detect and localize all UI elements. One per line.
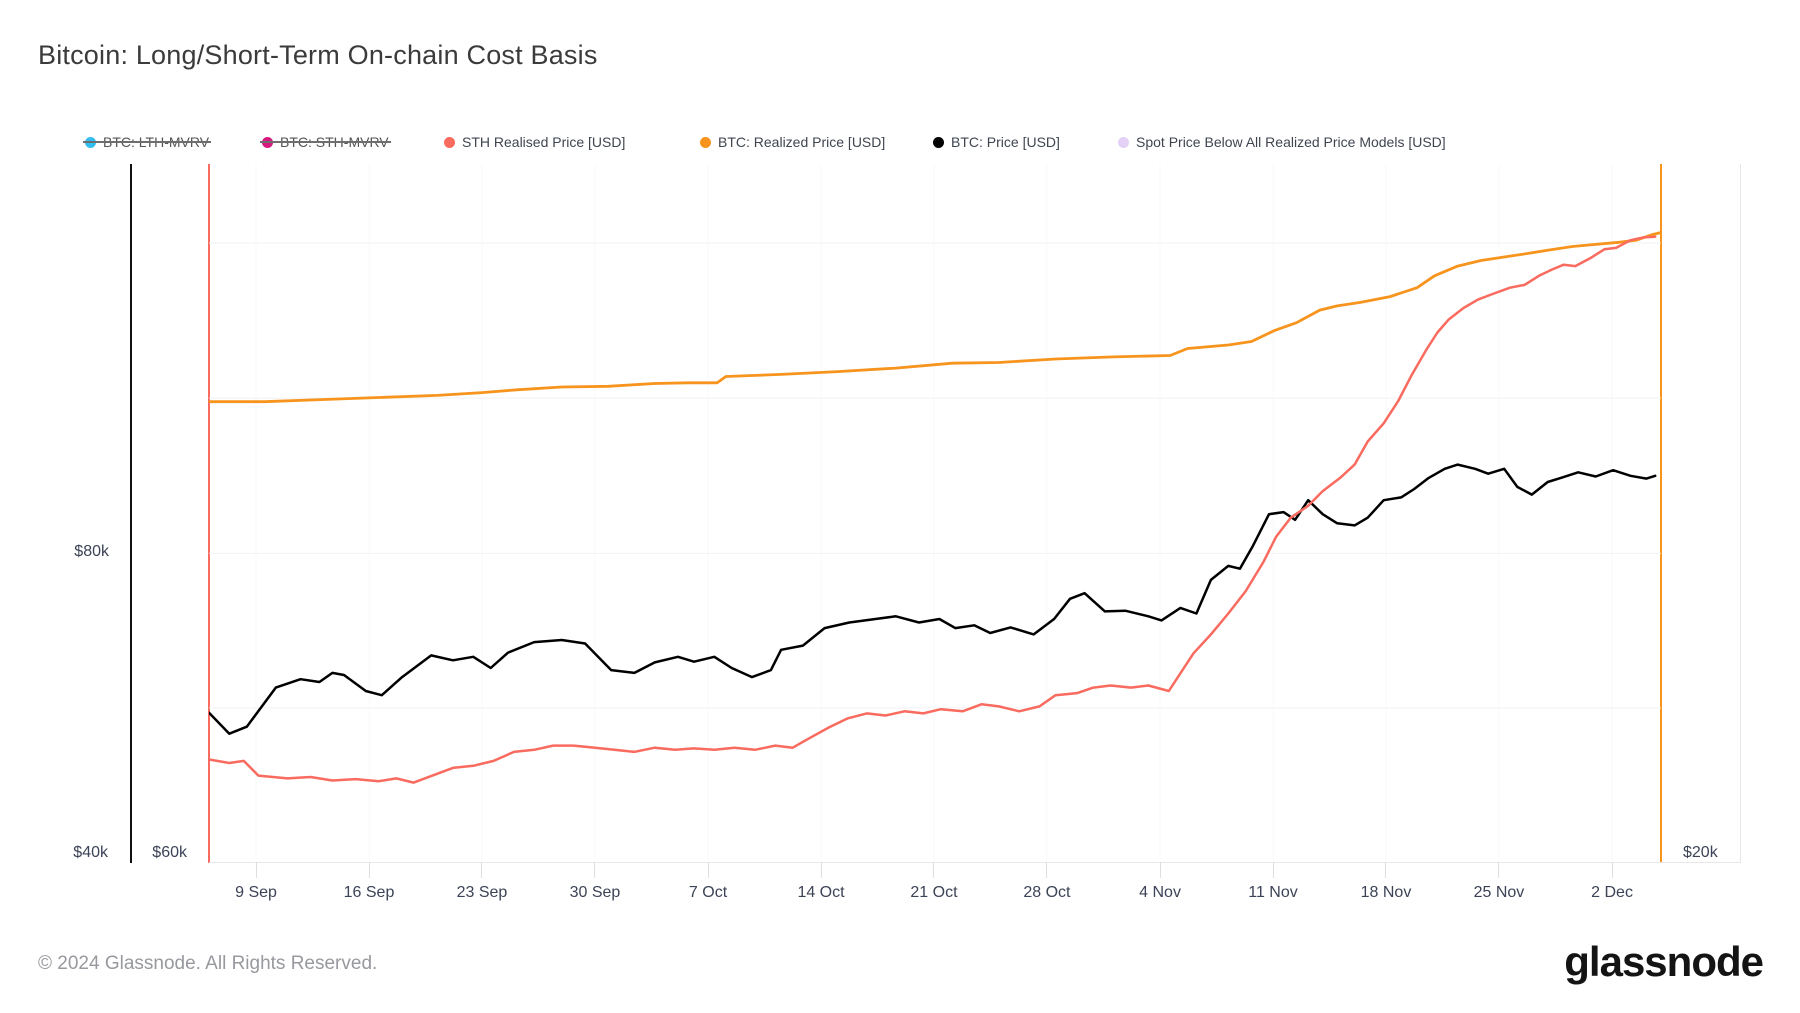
series-btc-realized-price-usd-: [207, 231, 1663, 404]
legend-label: BTC: STH-MVRV: [280, 134, 389, 150]
y-axis-line-sth-realised: [208, 164, 210, 863]
legend-item-btc-price[interactable]: BTC: Price [USD]: [933, 133, 1060, 151]
x-tick: [1046, 862, 1048, 878]
legend-item-btc-realized-price[interactable]: BTC: Realized Price [USD]: [700, 133, 885, 151]
x-tick-label: 7 Oct: [688, 884, 728, 901]
legend-item-lth-mvrv[interactable]: BTC: LTH-MVRV: [82, 133, 212, 151]
legend-dot-spot-below-models: [1118, 136, 1129, 148]
legend-label: BTC: LTH-MVRV: [103, 134, 210, 150]
x-tick-label: 4 Nov: [1139, 884, 1181, 901]
x-tick: [1159, 862, 1161, 878]
series-btc-price-usd-: [207, 463, 1657, 735]
x-tick-label: 18 Nov: [1360, 884, 1412, 901]
legend-item-sth-realised-price[interactable]: STH Realised Price [USD]: [444, 133, 625, 151]
x-tick: [255, 862, 257, 878]
y-axis-line-secondary: [1740, 164, 1741, 863]
x-tick: [820, 862, 822, 878]
x-tick-label: 21 Oct: [910, 884, 958, 901]
y-axis-label-20k: $20k: [1683, 844, 1718, 861]
y-axis-line-btc-price: [130, 164, 132, 863]
legend-item-sth-mvrv[interactable]: BTC: STH-MVRV: [260, 133, 391, 151]
y-axis-label-80k: $80k: [74, 543, 109, 560]
legend-dot-sth-realised-price: [444, 136, 455, 148]
x-tick: [481, 862, 483, 878]
x-tick: [1498, 862, 1500, 878]
legend-dot-sth-mvrv: [262, 136, 273, 148]
x-tick-label: 16 Sep: [343, 884, 395, 901]
x-tick-label: 9 Sep: [235, 884, 277, 901]
line-chart-svg: [207, 164, 1663, 863]
x-tick-label: 25 Nov: [1473, 884, 1525, 901]
legend-dot-btc-price: [933, 136, 944, 148]
page-title: Bitcoin: Long/Short-Term On-chain Cost B…: [38, 40, 598, 70]
x-tick-label: 28 Oct: [1023, 884, 1071, 901]
legend-label: BTC: Price [USD]: [951, 134, 1060, 150]
x-tick: [1611, 862, 1613, 878]
legend-item-spot-below-models[interactable]: Spot Price Below All Realized Price Mode…: [1118, 133, 1446, 151]
x-tick: [933, 862, 935, 878]
legend-dot-btc-realized-price: [700, 136, 711, 148]
y-axis-line-realized-price: [1660, 164, 1662, 863]
legend-label: BTC: Realized Price [USD]: [718, 134, 886, 150]
glassnode-logo: glassnode: [1564, 938, 1764, 985]
x-tick: [1272, 862, 1274, 878]
copyright-text: © 2024 Glassnode. All Rights Reserved.: [38, 953, 378, 974]
legend-dot-lth-mvrv: [85, 136, 96, 148]
plot-area[interactable]: [207, 164, 1663, 863]
x-tick: [707, 862, 709, 878]
y-axis-label-60k: $60k: [152, 844, 187, 861]
x-tick-label: 30 Sep: [569, 884, 621, 901]
legend-label: Spot Price Below All Realized Price Mode…: [1136, 134, 1446, 150]
x-tick: [1385, 862, 1387, 878]
x-tick-label: 14 Oct: [797, 884, 845, 901]
x-tick-label: 2 Dec: [1591, 884, 1633, 901]
x-tick-label: 11 Nov: [1248, 884, 1298, 901]
x-tick: [368, 862, 370, 878]
legend-label: STH Realised Price [USD]: [462, 134, 626, 150]
x-tick: [594, 862, 596, 878]
y-axis-label-40k: $40k: [73, 844, 108, 861]
x-tick-label: 23 Sep: [456, 884, 508, 901]
series-sth-realised-price-usd-: [207, 235, 1657, 784]
x-axis-baseline: [209, 862, 1741, 863]
